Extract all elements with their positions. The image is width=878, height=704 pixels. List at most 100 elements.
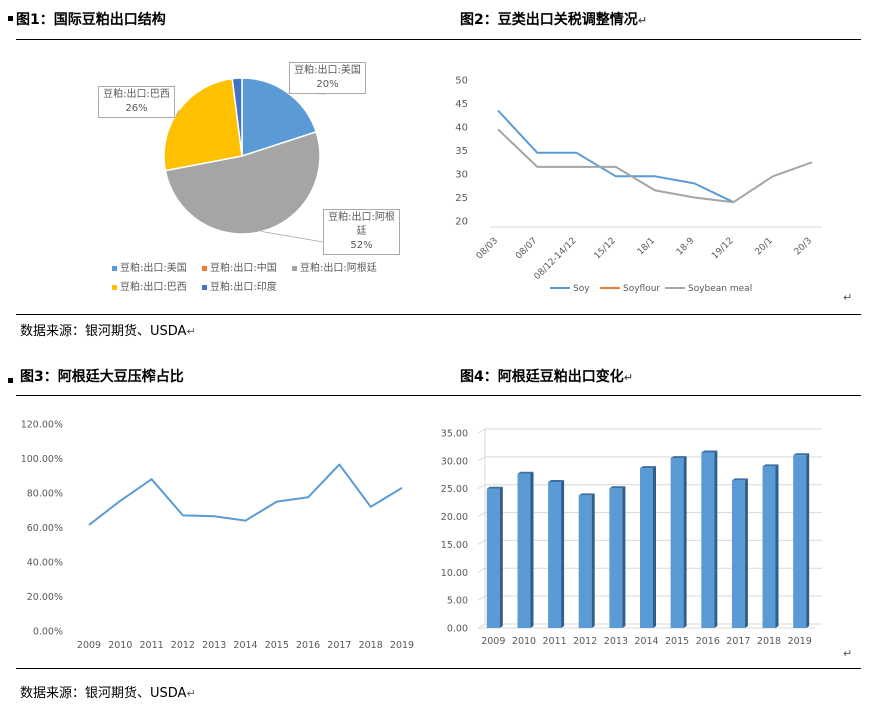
- x-tick-label: 20/3: [793, 236, 814, 257]
- x-tick-label: 18/1: [636, 236, 657, 257]
- figure4-title: 图4：阿根廷豆粕出口变化↵: [460, 366, 633, 386]
- x-tick-label: 18-9: [675, 236, 697, 258]
- pie-slice: [164, 130, 321, 235]
- bar-side: [622, 486, 626, 628]
- figure4-title-text: 图4：阿根廷豆粕出口变化: [460, 369, 624, 385]
- pie-slice: [163, 77, 243, 172]
- y-tick-label: 20.00: [441, 512, 468, 523]
- y-tick-label: 15.00: [441, 540, 468, 551]
- bar-front: [486, 488, 500, 628]
- bar-side: [775, 464, 779, 628]
- x-tick-label: 2011: [140, 640, 164, 651]
- bar-top: [486, 486, 503, 489]
- y-tick-label: 100.00%: [21, 454, 63, 465]
- heading-rule: [16, 395, 861, 396]
- x-tick-label: 2011: [543, 636, 567, 647]
- callout-ar-name-a: 豆粕:出口:阿根: [328, 212, 395, 223]
- x-tick-label: 2010: [512, 636, 536, 647]
- meal-export-bar-chart: 0.00 5.00 10.00 15.00 20.00 25.00 30.00 35.00 20…: [441, 428, 822, 647]
- legend-label: 豆粕:出口:美国: [120, 261, 187, 274]
- heading-bullet: [8, 16, 13, 21]
- callout-br: 豆粕:出口:巴西 26%: [98, 86, 175, 118]
- section-rule: [16, 314, 861, 315]
- bar-top: [609, 486, 626, 489]
- series-line: [497, 109, 734, 204]
- figure2-title: 图2：豆类出口关税调整情况↵: [460, 9, 647, 29]
- return-mark: ↵: [186, 687, 196, 700]
- bar-front: [701, 452, 715, 628]
- pie-slice: [231, 77, 243, 157]
- y-tick-label: 5.00: [447, 596, 468, 607]
- x-tick-label: 08/12-14/12: [533, 236, 579, 282]
- y-tick-label: 40.00%: [27, 558, 63, 569]
- bar-top: [731, 478, 748, 481]
- bar-top: [578, 493, 595, 496]
- bar-side: [530, 471, 534, 628]
- x-tick-label: 20/1: [754, 236, 775, 257]
- x-tick-label: 2013: [202, 640, 226, 651]
- bar-side: [714, 450, 718, 628]
- legend-label: Soyflour: [623, 284, 660, 294]
- y-tick-label: 0.00: [447, 624, 468, 635]
- legend-swatch: [112, 285, 117, 290]
- bar-side: [683, 456, 687, 628]
- x-tick-label: 08/07: [514, 236, 539, 261]
- grid-line: [477, 623, 486, 629]
- grid-line: [477, 512, 486, 518]
- bar-top: [762, 464, 779, 467]
- callout-us-name: 豆粕:出口:美国: [294, 65, 361, 76]
- series-line: [88, 463, 403, 526]
- y-tick-label: 80.00%: [27, 489, 63, 500]
- x-tick-label: 2016: [296, 640, 320, 651]
- pie-chart: 豆粕:出口:美国 豆粕:出口:中国 豆粕:出口:阿根廷豆粕:出口:巴西 豆粕:出口:印…: [112, 77, 377, 293]
- legend-label: 豆粕:出口:巴西: [120, 280, 187, 293]
- callout-ar-pct: 52%: [350, 240, 373, 251]
- callout-ar-name-b: 廷: [356, 226, 367, 237]
- y-tick-label: 10.00: [441, 568, 468, 579]
- bar-side: [806, 453, 810, 628]
- grid-line: [477, 484, 486, 490]
- y-tick-label: 25: [455, 193, 468, 204]
- bar-side: [744, 478, 748, 628]
- callout-br-name: 豆粕:出口:巴西: [103, 89, 170, 100]
- bar-side: [591, 493, 595, 628]
- grid-line: [477, 539, 486, 545]
- x-tick-label: 2013: [604, 636, 628, 647]
- x-tick-label: 2009: [77, 640, 101, 651]
- x-tick-label: 2012: [171, 640, 195, 651]
- y-tick-label: 120.00%: [21, 420, 63, 431]
- callout-us: 豆粕:出口:美国 20%: [289, 62, 366, 94]
- leader-line: [261, 231, 324, 243]
- bar-front: [731, 480, 745, 628]
- x-tick-label: 19/12: [710, 236, 735, 261]
- legend-swatch: [202, 266, 207, 271]
- callout-ar: 豆粕:出口:阿根 廷 52%: [323, 209, 400, 255]
- source-note-1: 数据来源：银河期货、USDA↵: [20, 320, 196, 339]
- legend-label: Soy: [573, 284, 590, 294]
- return-mark: ↵: [637, 14, 647, 27]
- return-mark: ↵: [623, 371, 633, 384]
- x-tick-label: 2014: [233, 640, 257, 651]
- bar-front: [517, 473, 531, 628]
- source-note-2-text: 数据来源：银河期货、USDA: [20, 686, 187, 701]
- crush-ratio-chart: 0.00% 20.00% 40.00% 60.00% 80.00% 100.00% 120.…: [21, 420, 414, 652]
- figure3-title: 图3：阿根廷大豆压榨占比: [20, 369, 184, 385]
- section-rule: [16, 668, 861, 669]
- bar-top: [517, 471, 534, 474]
- heading-bullet: [8, 378, 13, 383]
- figure1-title: 图1：国际豆粕出口结构: [16, 12, 166, 28]
- y-tick-label: 25.00: [441, 484, 468, 495]
- grid-line: [477, 567, 486, 573]
- heading-rule: [16, 39, 861, 40]
- x-tick-label: 2018: [359, 640, 383, 651]
- y-tick-label: 60.00%: [27, 523, 63, 534]
- legend-swatch: [112, 266, 117, 271]
- bar-front: [548, 482, 562, 628]
- x-tick-label: 08/03: [475, 236, 500, 261]
- y-tick-label: 20: [455, 217, 468, 228]
- bar-top: [701, 450, 718, 453]
- legend-label: 豆粕:出口:印度: [210, 280, 277, 293]
- x-tick-label: 2010: [108, 640, 132, 651]
- y-tick-label: 40: [455, 123, 468, 134]
- bar-front: [640, 468, 653, 628]
